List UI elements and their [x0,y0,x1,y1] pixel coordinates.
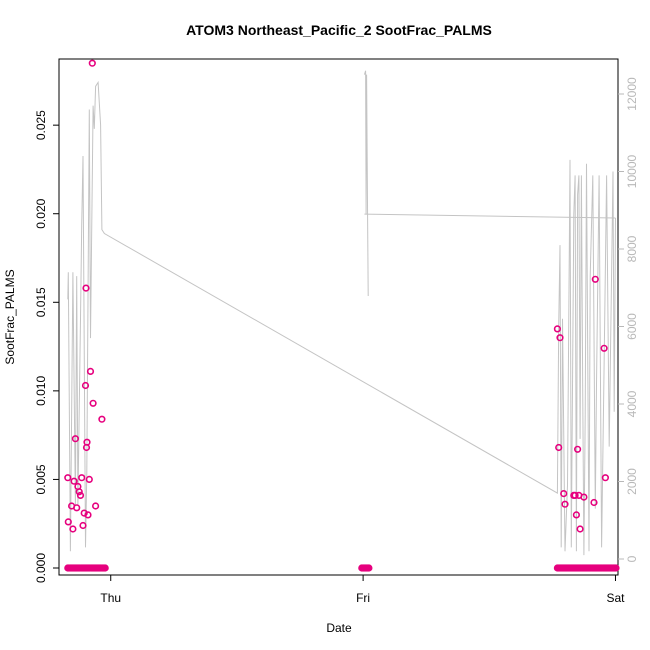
data-point [85,475,93,484]
y-axis-label: SootFrac_PALMS [3,269,17,364]
data-point [76,491,85,500]
data-point [75,488,83,496]
data-point [73,504,81,512]
y-left-tick-label: 0.005 [34,464,48,494]
data-point [70,477,78,485]
line-series [67,70,616,556]
data-point [98,415,106,423]
data-point [84,511,92,519]
y-left-tick-label: 0.025 [34,110,48,140]
data-point [560,490,568,498]
data-point [88,59,96,67]
x-tick-label: Thu [100,591,121,605]
y-right-tick-label: 2000 [625,468,639,495]
data-point [78,474,86,482]
data-point [71,435,79,443]
data-point [612,564,620,572]
series-line [67,80,616,556]
y-right-tick-label: 6000 [625,313,639,340]
data-point [571,491,579,500]
data-point [86,367,95,376]
data-point [83,438,91,446]
x-axis-label: Date [326,621,352,635]
point-series [64,59,620,572]
data-point [365,564,373,572]
x-tick-label: Sat [606,591,625,605]
series-line-segment [363,70,369,296]
data-point [555,443,563,452]
data-point [64,474,72,482]
y-left-tick-label: 0.000 [34,553,48,583]
data-point [91,502,100,510]
y-right-tick-label: 0 [625,555,639,562]
chart-title: ATOM3 Northeast_Pacific_2 SootFrac_PALMS [186,22,492,38]
y-right-tick-label: 4000 [625,390,639,417]
data-point [561,500,569,508]
data-point [580,493,588,501]
y-left-tick-label: 0.010 [34,376,48,406]
plot-frame [58,58,619,576]
data-point [89,399,97,407]
data-point [576,525,584,533]
y-right-tick-label: 8000 [625,235,639,262]
data-point [101,564,109,572]
x-tick-label: Fri [356,591,370,605]
series-line-segment [364,213,616,219]
data-point [64,518,72,526]
data-point [572,511,581,519]
y-right-tick-label: 10000 [625,154,639,188]
data-point [80,509,88,517]
data-point [82,284,90,292]
data-point [553,325,562,333]
data-point [601,474,610,482]
y-left-tick-label: 0.020 [34,198,48,228]
data-point [600,344,608,352]
y-left-tick-label: 0.015 [34,287,48,317]
data-point [79,521,87,530]
data-point [556,334,564,342]
data-point [590,498,598,507]
data-point [591,275,599,283]
data-point [69,525,77,533]
data-point [81,381,90,390]
y-right-tick-label: 12000 [625,77,639,111]
axes: 0.000 0.005 0.010 0.015 0.020 0.025 0 2000 4000 6… [34,58,639,605]
data-point [573,445,582,453]
